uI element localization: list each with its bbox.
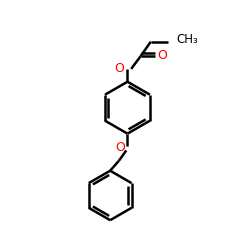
Text: O: O <box>115 140 125 153</box>
Text: O: O <box>114 62 124 76</box>
Text: O: O <box>158 49 167 62</box>
Text: CH₃: CH₃ <box>177 33 199 46</box>
